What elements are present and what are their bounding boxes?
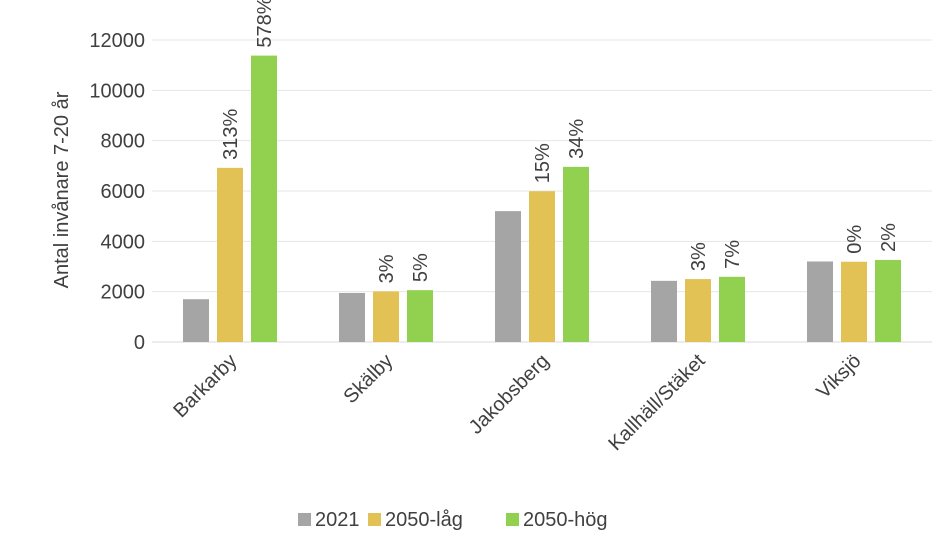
data-labels: 313% 578% 3% 5% 15% 34% 3% 7% 0% 2% — [220, 0, 900, 283]
bar-2021-Jakobsberg — [495, 211, 521, 342]
bar-2050-hög-Skälby — [407, 290, 433, 342]
legend-swatch — [368, 513, 381, 526]
data-label: 5% — [410, 253, 432, 282]
legend: 2021 2050-låg 2050-hög — [298, 509, 608, 531]
y-tick-label: 0 — [134, 332, 145, 354]
legend-swatch — [506, 513, 519, 526]
data-label: 313% — [220, 108, 242, 159]
y-tick-label: 12000 — [89, 30, 145, 52]
bar-2050-låg-Viksjö — [841, 261, 867, 342]
bar-2050-låg-Kallhäll/Stäket — [685, 279, 711, 342]
y-tick-label: 10000 — [89, 80, 145, 102]
data-label: 3% — [376, 254, 398, 283]
bar-2050-hög-Kallhäll/Stäket — [719, 276, 745, 342]
bar-2050-hög-Barkarby — [251, 55, 277, 342]
bar-2050-låg-Jakobsberg — [529, 191, 555, 342]
bar-2021-Viksjö — [807, 261, 833, 342]
y-axis-label: Antal invånare 7-20 år — [51, 91, 73, 288]
bar-2050-låg-Skälby — [373, 291, 399, 342]
legend-label: 2050-hög — [523, 509, 608, 531]
data-label: 15% — [532, 143, 554, 183]
category-label: Kallhäll/Stäket — [604, 350, 709, 455]
bar-2021-Skälby — [339, 292, 365, 342]
data-label: 578% — [254, 0, 276, 48]
gridlines — [152, 39, 932, 293]
category-labels: Barkarby Skälby Jakobsberg Kallhäll/Stäket V… — [169, 350, 865, 455]
category-label: Barkarby — [169, 350, 241, 422]
y-tick-label: 6000 — [101, 181, 146, 203]
bar-2021-Barkarby — [183, 299, 209, 342]
data-label: 0% — [844, 225, 866, 254]
bar-2050-hög-Jakobsberg — [563, 166, 589, 342]
data-label: 34% — [566, 119, 588, 159]
bar-2050-hög-Viksjö — [875, 259, 901, 342]
data-label: 3% — [688, 242, 710, 271]
y-tick-label: 8000 — [101, 131, 146, 153]
bar-2021-Kallhäll/Stäket — [651, 280, 677, 342]
legend-swatch — [298, 513, 311, 526]
data-label: 7% — [722, 240, 744, 269]
category-label: Skälby — [340, 350, 398, 408]
data-label: 2% — [878, 223, 900, 252]
y-tick-label: 2000 — [101, 282, 146, 304]
legend-label: 2021 — [315, 509, 360, 531]
y-axis-ticks: 0 2000 4000 6000 8000 10000 12000 — [89, 30, 145, 354]
category-label: Viksjö — [813, 350, 866, 403]
legend-label: 2050-låg — [385, 509, 463, 531]
bar-2050-låg-Barkarby — [217, 167, 243, 342]
category-label: Jakobsberg — [465, 350, 554, 439]
bars — [183, 55, 901, 342]
y-tick-label: 4000 — [101, 231, 146, 253]
